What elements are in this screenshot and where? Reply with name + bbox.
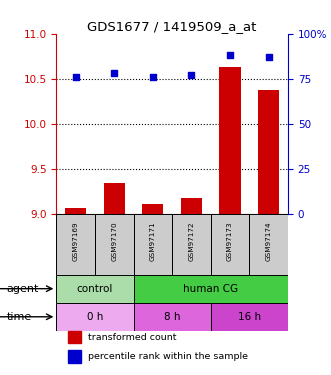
Text: human CG: human CG — [183, 284, 238, 294]
Bar — [56, 214, 95, 274]
Text: 8 h: 8 h — [164, 312, 180, 322]
Point — [73, 74, 78, 80]
Text: GSM97171: GSM97171 — [150, 222, 156, 261]
Bar — [249, 214, 288, 274]
Bar — [104, 183, 125, 214]
Bar — [211, 214, 249, 274]
Title: GDS1677 / 1419509_a_at: GDS1677 / 1419509_a_at — [87, 20, 257, 33]
Bar — [219, 67, 241, 214]
Text: time: time — [7, 312, 32, 322]
Bar — [133, 303, 211, 331]
Bar — [133, 274, 288, 303]
Bar — [68, 350, 81, 363]
Text: control: control — [77, 284, 113, 294]
Bar — [56, 303, 133, 331]
Bar — [95, 214, 133, 274]
Text: transformed count: transformed count — [87, 333, 176, 342]
Text: GSM97174: GSM97174 — [266, 222, 272, 261]
Point — [112, 70, 117, 76]
Bar — [65, 208, 86, 214]
Bar — [172, 214, 211, 274]
Text: GSM97169: GSM97169 — [72, 222, 78, 261]
Point — [266, 54, 271, 60]
Bar — [133, 214, 172, 274]
Text: agent: agent — [7, 284, 39, 294]
Bar — [56, 274, 133, 303]
Text: 16 h: 16 h — [238, 312, 261, 322]
Text: GSM97170: GSM97170 — [111, 222, 117, 261]
Bar — [211, 303, 288, 331]
Bar — [258, 90, 279, 214]
Bar — [142, 204, 164, 214]
Text: GSM97172: GSM97172 — [188, 222, 194, 261]
Text: GSM97173: GSM97173 — [227, 222, 233, 261]
Point — [227, 53, 233, 58]
Bar — [181, 198, 202, 214]
Text: percentile rank within the sample: percentile rank within the sample — [87, 352, 248, 361]
Bar — [68, 331, 81, 343]
Point — [150, 74, 156, 80]
Text: 0 h: 0 h — [87, 312, 103, 322]
Point — [189, 72, 194, 78]
